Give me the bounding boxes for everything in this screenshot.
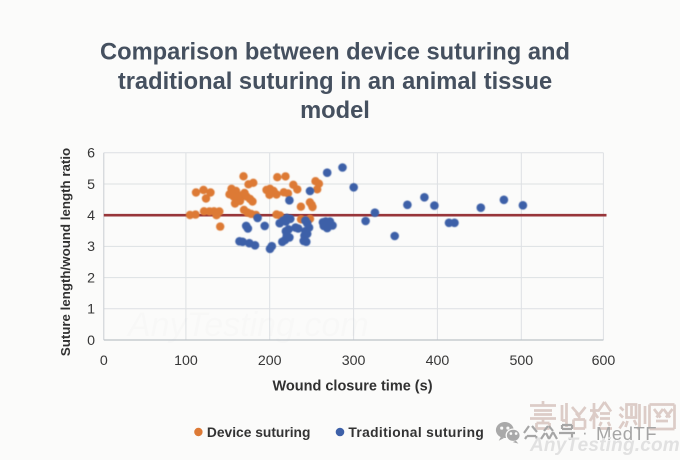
svg-text:2: 2 [87,270,95,286]
svg-text:MedTF: MedTF [596,423,657,444]
svg-text:100: 100 [174,353,198,369]
svg-text:0: 0 [100,353,108,369]
svg-text:Traditional suturing: Traditional suturing [348,425,484,440]
svg-text:4: 4 [87,208,95,224]
svg-text:Device suturing: Device suturing [207,425,311,440]
svg-text:traditional suturing in an ani: traditional suturing in an animal tissue [118,69,552,95]
svg-text:400: 400 [426,353,450,369]
svg-text:Comparison between device sutu: Comparison between device suturing and [100,40,570,66]
svg-text:3: 3 [87,239,95,255]
svg-text:AnyTesting.com: AnyTesting.com [529,435,680,456]
svg-text:200: 200 [258,353,282,369]
svg-text:300: 300 [342,353,366,369]
svg-text:600: 600 [592,353,616,369]
svg-text:0: 0 [87,333,95,349]
svg-text:Suture length/wound length rat: Suture length/wound length ratio [58,148,73,356]
svg-text:6: 6 [87,146,95,162]
svg-text:·: · [582,423,588,442]
svg-text:500: 500 [509,353,533,369]
svg-text:AnyTesting.com: AnyTesting.com [126,306,369,344]
svg-text:Wound closure time (s): Wound closure time (s) [272,379,432,395]
svg-text:1: 1 [87,302,95,318]
svg-text:model: model [300,98,370,124]
svg-text:5: 5 [87,177,95,193]
